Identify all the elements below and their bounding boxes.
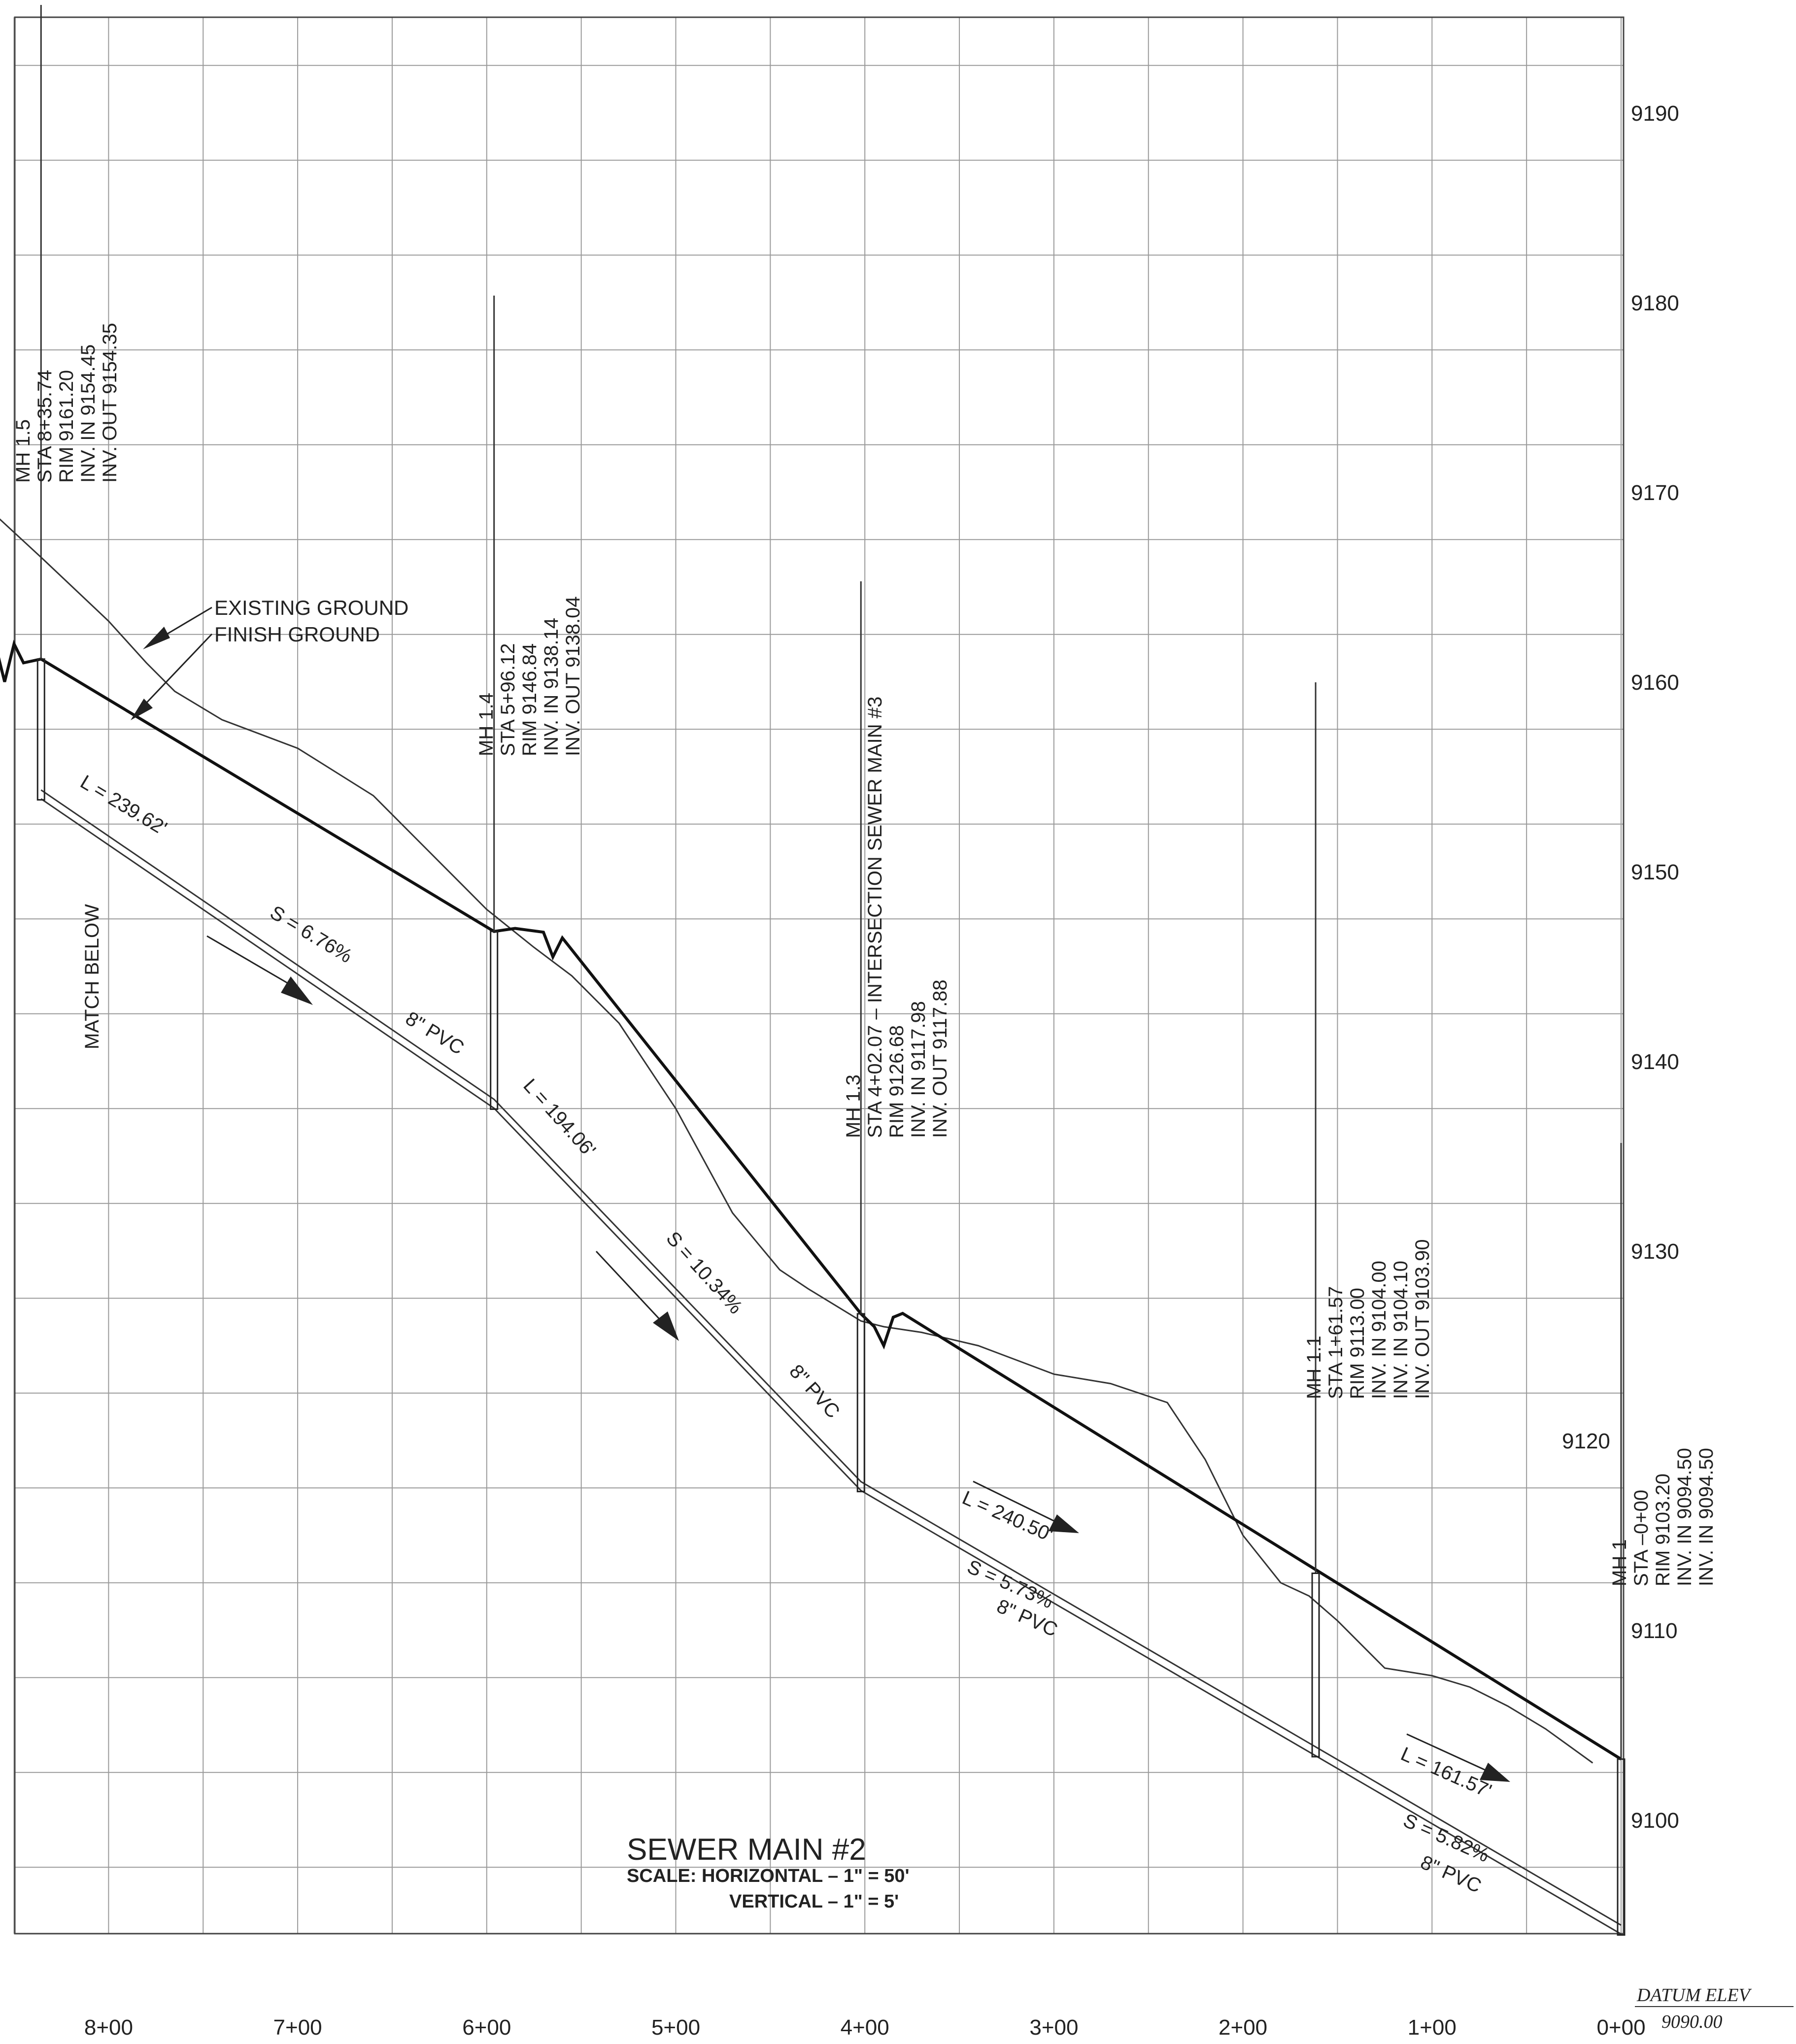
- elevation-tick-label: 9160: [1631, 670, 1679, 695]
- manhole-label-mh15: MH 1.5 STA 8+35.74 RIM 9161.20 INV. IN 9…: [12, 323, 121, 483]
- mh15-name: MH 1.5: [12, 419, 34, 483]
- station-tick-label: 5+00: [651, 2015, 700, 2040]
- manhole-structure: [1311, 1573, 1320, 1758]
- manhole-structure: [490, 931, 499, 1110]
- elevation-tick-label: 9140: [1631, 1050, 1679, 1074]
- mh15-station: STA 8+35.74: [34, 370, 56, 483]
- elevation-tick-label: 9100: [1631, 1809, 1679, 1833]
- pipe-invert-line: [40, 798, 1622, 1935]
- drawing-title: SEWER MAIN #2: [627, 1833, 866, 1867]
- title-block: SEWER MAIN #2 SCALE: HORIZONTAL – 1" = 5…: [627, 1833, 910, 1912]
- station-tick-label: 6+00: [462, 2015, 511, 2040]
- profile-grid: [13, 16, 1625, 1935]
- mh13-station: STA 4+02.07 – INTERSECTION SEWER MAIN #3: [864, 697, 886, 1138]
- finish-ground-line: [0, 639, 1622, 1761]
- existing-ground-arrowhead: [143, 627, 170, 649]
- scale-horizontal: SCALE: HORIZONTAL – 1" = 50': [627, 1866, 910, 1886]
- mh14-name: MH 1.4: [475, 693, 497, 756]
- elevation-tick-label: 9190: [1631, 101, 1679, 126]
- grid-frame: [14, 16, 1625, 1935]
- segment-2-flow-arrow: [595, 1250, 666, 1326]
- station-tick-label: 7+00: [273, 2015, 322, 2040]
- ground-callouts: EXISTING GROUND FINISH GROUND: [131, 596, 408, 720]
- manhole-label-mh11: MH 1.1 STA 1+61.57 RIM 9113.00 INV. IN 9…: [1303, 1239, 1433, 1399]
- segment-3-flow-arrowhead: [1049, 1514, 1079, 1533]
- datum-block: DATUM ELEV 9090.00: [1635, 1985, 1794, 2032]
- mh14-rim: RIM 9146.84: [519, 643, 541, 756]
- station-tick-label: 0+00: [1596, 2015, 1645, 2040]
- datum-value: 9090.00: [1661, 2011, 1723, 2032]
- elevation-tick-label: 9130: [1631, 1240, 1679, 1264]
- segment-2-flow-arrowhead: [653, 1311, 679, 1341]
- existing-ground-line: [0, 518, 1593, 1764]
- datum-label: DATUM ELEV: [1636, 1985, 1752, 2006]
- station-tick-label: 8+00: [84, 2015, 133, 2040]
- segment-4-flow-arrowhead: [1480, 1763, 1510, 1782]
- mh13-name: MH 1.3: [843, 1074, 864, 1138]
- elevation-tick-label: 9110: [1631, 1619, 1678, 1643]
- elevation-tick-label: 9170: [1631, 481, 1679, 505]
- mh1-rim: RIM 9103.20: [1652, 1474, 1674, 1586]
- manhole-label-mh14: MH 1.4 STA 5+96.12 RIM 9146.84 INV. IN 9…: [475, 596, 584, 756]
- manhole-label-mh13: MH 1.3 STA 4+02.07 – INTERSECTION SEWER …: [843, 697, 951, 1138]
- segment-1-flow-arrow: [206, 935, 296, 989]
- mh11-inv-out: INV. OUT 9103.90: [1412, 1239, 1433, 1399]
- mh15-inv-out: INV. OUT 9154.35: [99, 323, 121, 483]
- finish-ground-callout: FINISH GROUND: [214, 623, 380, 646]
- elevation-tick-label: 9120: [1562, 1429, 1610, 1453]
- mh1-inv-in-1: INV. IN 9094.50: [1674, 1448, 1695, 1586]
- finish-ground-leader: [135, 633, 213, 715]
- manhole-markers: [36, 5, 1626, 1936]
- mh1-station: STA –0+00: [1630, 1490, 1652, 1586]
- segment-3-flow-arrow: [973, 1480, 1062, 1526]
- match-below-note: MATCH BELOW: [81, 904, 103, 1049]
- station-tick-label: 4+00: [841, 2015, 889, 2040]
- manhole-label-mh1: MH 1 STA –0+00 RIM 9103.20 INV. IN 9094.…: [1609, 1448, 1717, 1586]
- existing-ground-callout: EXISTING GROUND: [214, 596, 408, 619]
- mh11-rim: RIM 9113.00: [1347, 1288, 1368, 1399]
- mh15-rim: RIM 9161.20: [56, 370, 77, 483]
- mh14-station: STA 5+96.12: [497, 643, 519, 756]
- finish-ground-arrowhead: [131, 699, 153, 720]
- station-tick-label: 2+00: [1219, 2015, 1267, 2040]
- mh15-inv-in: INV. IN 9154.45: [77, 344, 99, 483]
- mh13-rim: RIM 9126.68: [886, 1025, 908, 1138]
- mh11-inv-in-1: INV. IN 9104.00: [1368, 1261, 1390, 1399]
- mh1-inv-in-2: INV. IN 9094.50: [1695, 1448, 1717, 1586]
- mh13-inv-out: INV. OUT 9117.88: [929, 979, 951, 1138]
- sewer-pipe: [40, 789, 1622, 1935]
- mh14-inv-in: INV. IN 9138.14: [541, 618, 562, 756]
- axis-labels: 8+00 7+00 6+00 5+00 4+00 3+00 2+00 1+00 0+00 9190…: [84, 101, 1679, 2040]
- manhole-structure: [856, 1313, 865, 1493]
- station-tick-label: 1+00: [1408, 2015, 1457, 2040]
- station-tick-label: 3+00: [1029, 2015, 1078, 2040]
- segment-4-flow-arrow: [1406, 1733, 1493, 1775]
- pipe-crown-line: [40, 789, 1622, 1926]
- mh13-inv-in: INV. IN 9117.98: [908, 1001, 929, 1138]
- mh1-name: MH 1: [1609, 1539, 1630, 1586]
- scale-vertical: VERTICAL – 1" = 5': [729, 1891, 899, 1912]
- mh11-name: MH 1.1: [1303, 1336, 1325, 1399]
- elevation-tick-label: 9180: [1631, 291, 1679, 315]
- segment-1-flow-arrowhead: [281, 976, 313, 1005]
- manhole-structure: [36, 658, 45, 801]
- mh11-station: STA 1+61.57: [1325, 1286, 1347, 1399]
- elevation-tick-label: 9150: [1631, 860, 1679, 884]
- mh11-inv-in-2: INV. IN 9104.10: [1390, 1261, 1412, 1399]
- manhole-structure: [1617, 1758, 1626, 1936]
- mh14-inv-out: INV. OUT 9138.04: [562, 596, 584, 756]
